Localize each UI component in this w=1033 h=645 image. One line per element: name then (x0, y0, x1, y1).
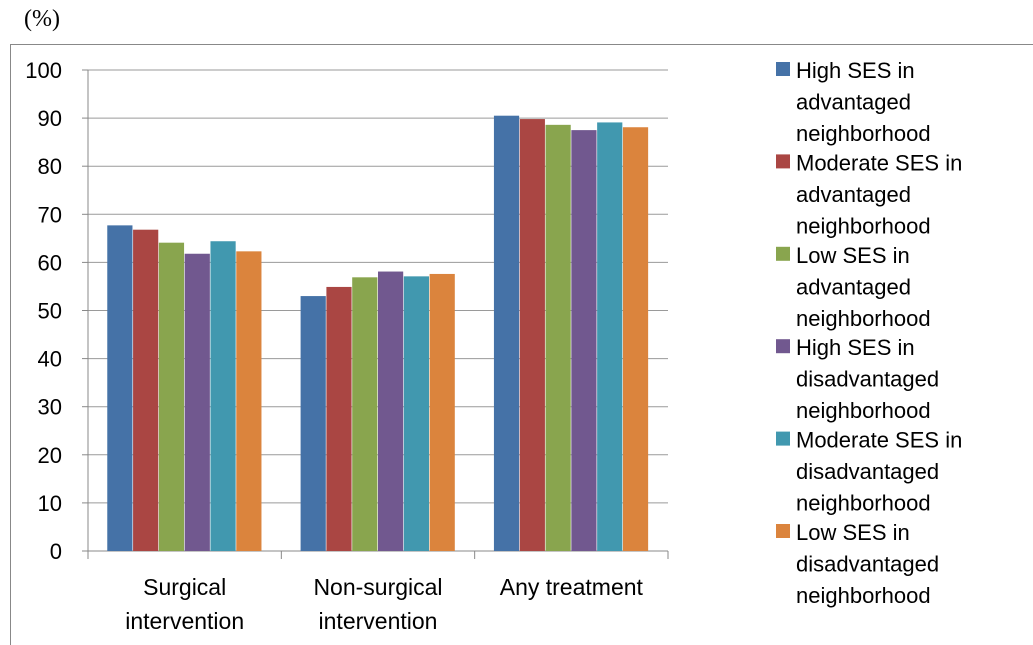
legend-label: High SES in (796, 58, 915, 83)
bar (622, 127, 649, 551)
y-tick-label: 50 (38, 299, 62, 324)
bar (378, 271, 404, 551)
legend-label: Moderate SES in (796, 150, 962, 175)
legend-label: Moderate SES in (796, 428, 962, 453)
legend-label: advantaged (796, 274, 911, 299)
y-axis-unit-label: (%) (24, 6, 60, 32)
bar (158, 242, 185, 551)
bar (326, 286, 352, 551)
x-category-label: Non-surgical (313, 574, 442, 600)
legend-label: neighborhood (796, 121, 931, 146)
legend-label: High SES in (796, 335, 915, 360)
y-tick-label: 70 (38, 202, 62, 227)
legend-swatch (776, 154, 790, 169)
bar (403, 276, 429, 551)
y-tick-label: 20 (38, 443, 62, 468)
legend-swatch (776, 524, 790, 538)
bar (300, 296, 326, 551)
legend-label: disadvantaged (796, 367, 939, 392)
x-category-label: Any treatment (500, 574, 644, 600)
y-tick-label: 90 (38, 106, 62, 131)
bar (236, 251, 262, 551)
legend-label: neighborhood (796, 491, 931, 516)
y-tick-label: 0 (50, 539, 62, 564)
y-tick-label: 30 (38, 395, 62, 420)
legend-label: advantaged (796, 182, 911, 207)
legend-label: Low SES in (796, 520, 910, 545)
bar (352, 277, 378, 551)
legend-swatch (776, 62, 790, 76)
bar (597, 122, 623, 551)
bar (210, 241, 236, 551)
y-tick-label: 60 (38, 250, 62, 275)
y-tick-label: 40 (38, 347, 62, 372)
legend-label: neighborhood (796, 306, 931, 331)
y-tick-label: 80 (38, 154, 62, 179)
x-category-label: intervention (125, 608, 244, 634)
bar (133, 229, 159, 551)
bar (545, 124, 571, 552)
legend-swatch (776, 339, 790, 354)
legend-label: neighborhood (796, 398, 931, 423)
bar (429, 273, 455, 551)
bar (184, 253, 210, 551)
y-tick-label: 100 (25, 58, 62, 83)
x-category-label: Surgical (143, 574, 226, 600)
legend-swatch (776, 246, 790, 261)
legend-label: disadvantaged (796, 552, 939, 577)
bar (107, 225, 133, 551)
x-category-label: intervention (319, 608, 438, 634)
bar (571, 130, 597, 551)
bar (519, 119, 545, 551)
legend-label: neighborhood (796, 583, 931, 608)
legend-label: Low SES in (796, 243, 910, 268)
legend-label: disadvantaged (796, 459, 939, 484)
bar (493, 115, 520, 551)
legend-swatch (776, 431, 790, 446)
chart-frame (10, 44, 1033, 645)
y-tick-label: 10 (38, 491, 62, 516)
legend-label: neighborhood (796, 213, 931, 238)
legend-label: advantaged (796, 90, 911, 115)
